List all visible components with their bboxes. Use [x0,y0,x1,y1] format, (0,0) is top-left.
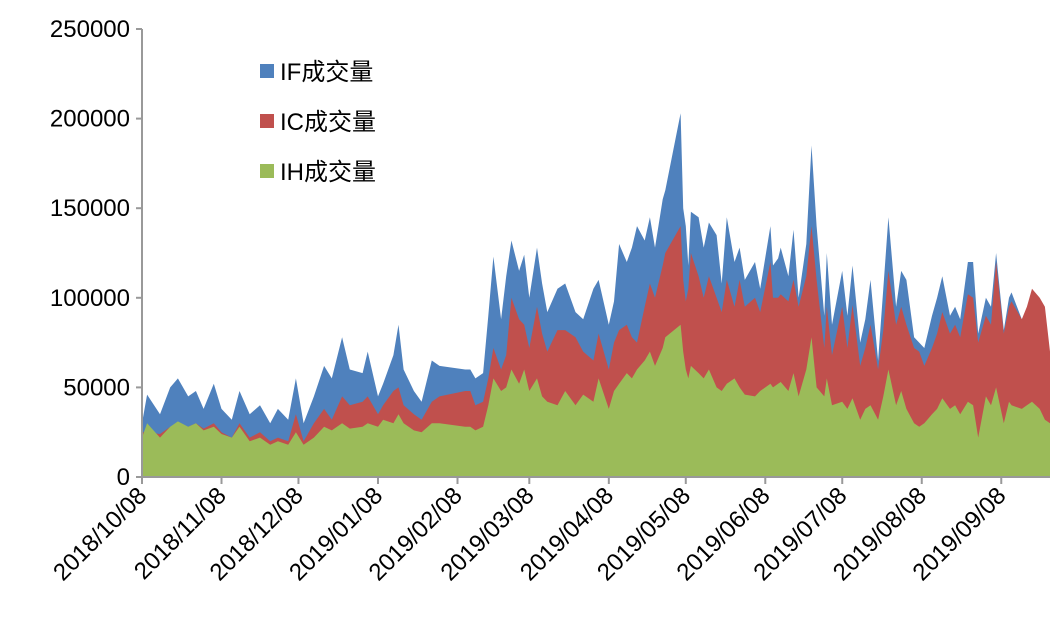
y-tick-label: 100000 [50,285,130,312]
y-tick-label: 250000 [50,16,130,43]
legend-swatch [260,164,274,178]
legend-swatch [260,64,274,78]
series-areas [142,113,1050,477]
y-tick-label: 150000 [50,195,130,222]
area-series-2 [142,324,1050,477]
legend: IF成交量 IC成交量 IH成交量 [260,59,376,186]
legend-swatch [260,114,274,128]
y-tick-label: 0 [117,464,130,491]
y-tick-label: 50000 [63,374,130,401]
y-tick-label: 200000 [50,106,130,133]
legend-label: IH成交量 [280,159,376,186]
legend-label: IF成交量 [280,59,373,86]
legend-label: IC成交量 [280,109,376,136]
